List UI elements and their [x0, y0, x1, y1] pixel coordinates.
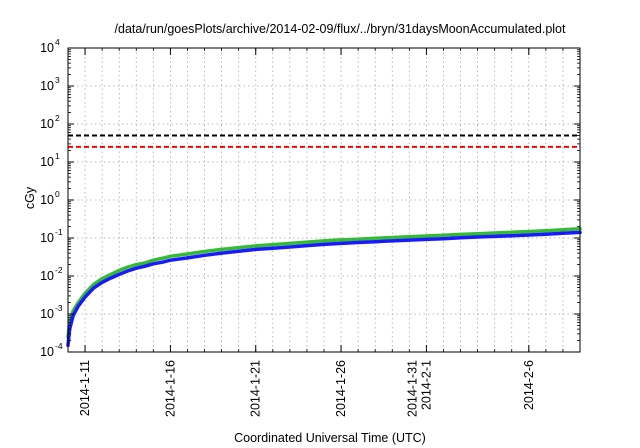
x-tick-label: 2014-2-6 [522, 360, 536, 410]
y-tick-label: 10 [40, 117, 54, 131]
y-tick-label: 10 [40, 193, 54, 207]
y-tick-label: 10 [40, 155, 54, 169]
series-line-1 [66, 227, 582, 339]
x-tick-label: 2014-1-16 [163, 360, 177, 417]
y-axis-label: cGy [23, 186, 37, 209]
y-tick-label: 10 [40, 79, 54, 93]
y-tick-exponent: -4 [55, 341, 63, 351]
y-tick-label: 10 [40, 345, 54, 359]
y-tick-label: 10 [40, 41, 54, 55]
chart-title: /data/run/goesPlots/archive/2014-02-09/f… [115, 22, 566, 36]
x-tick-label: 2014-1-11 [78, 360, 92, 416]
y-tick-exponent: -1 [55, 227, 63, 237]
y-tick-exponent: 1 [55, 151, 60, 161]
x-axis-label: Coordinated Universal Time (UTC) [234, 431, 426, 445]
y-tick-exponent: 2 [55, 113, 60, 123]
y-tick-exponent: 0 [55, 189, 60, 199]
series-layer [66, 227, 582, 348]
series-line-2 [66, 230, 582, 348]
reference-lines-layer [68, 134, 580, 148]
y-tick-label: 10 [40, 269, 54, 283]
grid-layer [68, 48, 580, 352]
x-tick-label: 2014-1-31 [405, 360, 419, 417]
y-tick-exponent: -2 [55, 265, 63, 275]
x-tick-label: 2014-2-1 [419, 360, 433, 410]
x-tick-label: 2014-1-26 [334, 360, 348, 417]
y-tick-exponent: 4 [55, 37, 60, 47]
x-tick-label: 2014-1-21 [249, 360, 263, 417]
y-tick-exponent: -3 [55, 303, 63, 313]
y-tick-label: 10 [40, 231, 54, 245]
y-tick-exponent: 3 [55, 75, 60, 85]
y-tick-label: 10 [40, 307, 54, 321]
axes-layer [67, 47, 581, 353]
